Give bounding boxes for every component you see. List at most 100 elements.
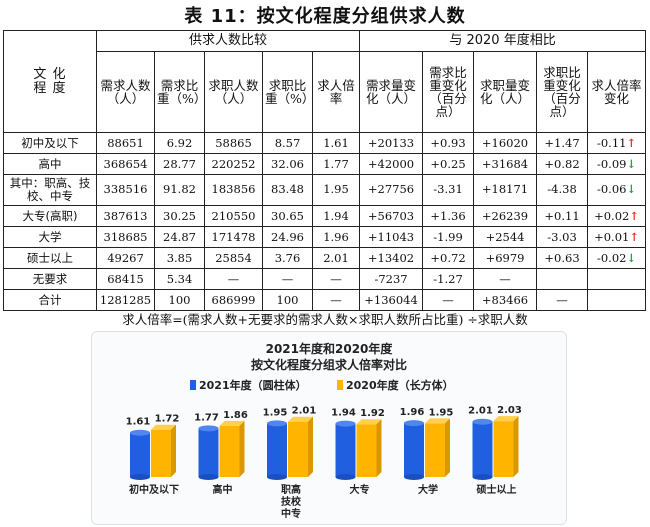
- bar-2020-side: [445, 418, 450, 477]
- table-cell: +13402: [359, 247, 424, 269]
- table-cell: 1.96: [311, 226, 361, 248]
- bar-2020: [425, 423, 445, 477]
- table-cell: 88651: [96, 132, 155, 154]
- table-cell: +56703: [359, 205, 424, 227]
- col-header: 求职量变化（人）: [473, 51, 538, 133]
- category-label: 硕士以上: [477, 483, 517, 496]
- row-label: 高中: [3, 153, 97, 175]
- table-cell: +11043: [359, 226, 424, 248]
- table-cell: —: [536, 289, 589, 311]
- table-cell: -1.99: [422, 226, 475, 248]
- table-cell: +0.82: [536, 153, 589, 175]
- table-cell: 91.82: [154, 174, 205, 206]
- row-label: 大学: [3, 226, 97, 248]
- row-label: 初中及以下: [3, 132, 97, 154]
- supply-demand-table: 文 化 程 度 供求人数比较 与 2020 年度相比 需求人数（人） 需求比重（…: [3, 30, 647, 311]
- bar-2021: [404, 423, 424, 477]
- col-header: 需求比重（%）: [154, 51, 205, 133]
- row-label: 大专(高职): [3, 205, 97, 227]
- table-cell: +16020: [473, 132, 538, 154]
- table-cell: 338516: [96, 174, 155, 206]
- table-cell: —: [422, 289, 475, 311]
- table-cell: -4.38: [536, 174, 589, 206]
- data-label-2021: 1.96: [400, 407, 425, 418]
- table-cell: [536, 268, 589, 290]
- bar-2021-top: [198, 425, 219, 432]
- chart-title-line1: 2021年度和2020年度: [265, 342, 393, 356]
- table-cell: 83.48: [262, 174, 313, 206]
- data-label-2020: 1.86: [223, 410, 248, 421]
- category-label: 大学: [418, 483, 438, 496]
- legend-swatch-2021: [190, 380, 196, 390]
- table-cell: 387613: [96, 205, 155, 227]
- bar-2020: [151, 429, 171, 477]
- table-cell: 3.85: [154, 247, 205, 269]
- data-label-2020: 1.72: [155, 414, 180, 425]
- arrow-down-icon: ↓: [626, 182, 637, 197]
- bar-2020: [356, 424, 377, 477]
- table-cell: 5.34: [154, 268, 205, 290]
- bar-2021-top: [404, 420, 424, 427]
- bar-2021-bottom: [335, 474, 356, 480]
- bar-2020-side: [308, 416, 313, 477]
- bar-2020: [288, 421, 308, 477]
- table-cell: —: [204, 268, 263, 290]
- row-label: 无要求: [3, 268, 97, 290]
- table-cell: +26239: [473, 205, 538, 227]
- col-header: 求职比重变化（百分点）: [536, 51, 589, 133]
- table-cell: 368654: [96, 153, 155, 175]
- category-label: 职高: [281, 483, 301, 496]
- col-header: 需求人数（人）: [96, 51, 155, 133]
- data-label-2021: 1.95: [263, 407, 288, 418]
- table-row: 合计 1281285 100 686999 100— +136044— +83466—: [3, 289, 647, 311]
- formula-note: 求人倍率=(需求人数+无要求的需求人数×求职人数所占比重) ÷求职人数: [122, 312, 528, 327]
- table-cell: 100: [154, 289, 205, 311]
- bar-2020-side: [513, 416, 519, 477]
- row-label: 其中：职高、技校、中专: [3, 174, 97, 206]
- table-cell: 32.06: [262, 153, 313, 175]
- table-row: 无要求 68415 5.34— — — -7237 -1.27—: [3, 268, 647, 290]
- table-cell: 1.61: [311, 132, 361, 154]
- category-label: 初中及以下: [129, 483, 179, 496]
- bar-2020-top: [356, 419, 382, 425]
- col-header: 需求量变化（人）: [359, 51, 424, 133]
- col-header: 求人倍率: [311, 51, 361, 133]
- table-row: 大专(高职) 387613 30.25 210550 30.65 1.94 +56703 +1…: [3, 205, 647, 227]
- bar-2021-top: [335, 420, 356, 427]
- data-label-2020: 2.01: [292, 406, 317, 417]
- col-header: 求职人数（人）: [204, 51, 263, 133]
- table-cell: 68415: [96, 268, 155, 290]
- table-row: 大学 318685 24.87 171478 24.96 1.96 +11043 -1.99 +…: [3, 226, 647, 248]
- chart-title-line2: 按文化程度分组求人倍率对比: [250, 358, 407, 372]
- table-cell: 1.95: [311, 174, 361, 206]
- col-header: 求职比重（%）: [262, 51, 313, 133]
- category-label: 技校: [281, 495, 302, 508]
- table-cell: 3.76: [262, 247, 313, 269]
- arrow-up-icon: ↑: [626, 135, 637, 150]
- data-label-2020: 2.03: [497, 405, 522, 416]
- table-cell: +0.25: [422, 153, 475, 175]
- table-cell: +0.93: [422, 132, 475, 154]
- table-row: 其中：职高、技校、中专 338516 91.82 183856 83.48 1.95 +27…: [3, 174, 647, 206]
- table-cell: 24.96: [262, 226, 313, 248]
- table-cell: -0.02↓: [587, 247, 647, 269]
- table-cell: +1.36: [422, 205, 475, 227]
- table-cell: 183856: [204, 174, 263, 206]
- table-cell: +0.72: [422, 247, 475, 269]
- corner-header: 文 化 程 度: [3, 30, 97, 133]
- table-cell: +1.47: [536, 132, 589, 154]
- data-label-2021: 1.94: [331, 408, 356, 419]
- arrow-down-icon: ↓: [626, 250, 637, 265]
- table-cell: +18171: [473, 174, 538, 206]
- row-label: 合计: [3, 289, 97, 311]
- table-cell: 6.92: [154, 132, 205, 154]
- table-cell: 220252: [204, 153, 263, 175]
- table-cell: 1.77: [311, 153, 361, 175]
- arrow-up-icon: ↑: [629, 208, 639, 223]
- table-cell: +83466: [473, 289, 538, 311]
- table-cell: -3.03: [536, 226, 589, 248]
- table-cell: 58865: [204, 132, 263, 154]
- bar-2021: [267, 423, 287, 477]
- data-label-2020: 1.95: [429, 407, 454, 418]
- table-cell: 28.77: [154, 153, 205, 175]
